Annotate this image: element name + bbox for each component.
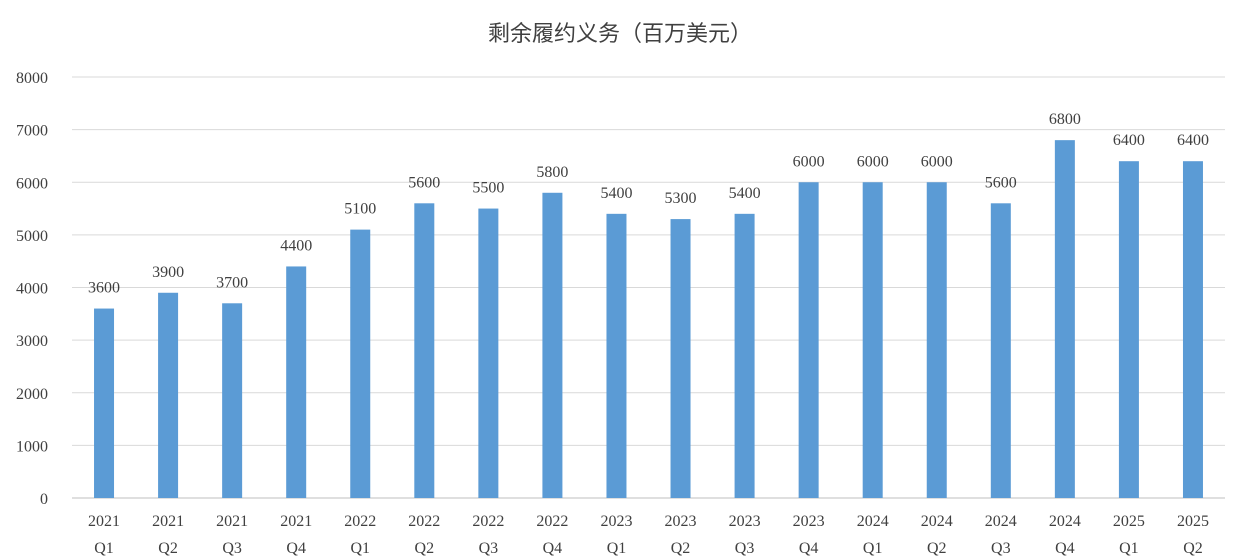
y-tick-label: 6000 xyxy=(16,175,48,192)
data-label: 6800 xyxy=(1049,111,1081,128)
bar xyxy=(350,229,371,499)
x-tick-quarter: Q2 xyxy=(671,540,691,557)
x-tick-year: 2024 xyxy=(921,513,953,530)
y-tick-label: 4000 xyxy=(16,281,48,298)
data-label: 5800 xyxy=(536,164,568,181)
bar xyxy=(1118,161,1139,498)
bars xyxy=(94,140,1203,499)
x-tick-quarter: Q2 xyxy=(1183,540,1203,557)
x-tick-year: 2024 xyxy=(985,513,1017,530)
data-label: 5300 xyxy=(665,190,697,207)
x-tick-year: 2021 xyxy=(280,513,312,530)
x-axis-ticks: 2021 Q1 2021 Q2 2021 Q3 2021 Q4 2022 Q1 2022 Q2 2022… xyxy=(88,513,1209,557)
bar xyxy=(1054,140,1075,498)
x-tick-quarter: Q1 xyxy=(607,540,627,557)
data-label: 6000 xyxy=(857,153,889,170)
data-label: 3700 xyxy=(216,274,248,291)
bar xyxy=(414,203,435,499)
x-tick-quarter: Q4 xyxy=(799,540,819,557)
data-label: 5500 xyxy=(472,180,504,197)
x-tick-quarter: Q3 xyxy=(479,540,499,557)
y-tick-label: 1000 xyxy=(16,438,48,455)
x-tick-quarter: Q2 xyxy=(415,540,435,557)
x-tick-quarter: Q2 xyxy=(158,540,178,557)
bar xyxy=(478,208,499,498)
x-tick-quarter: Q1 xyxy=(1119,540,1139,557)
x-tick-quarter: Q4 xyxy=(286,540,306,557)
data-label: 5400 xyxy=(729,185,761,202)
x-tick-quarter: Q1 xyxy=(863,540,883,557)
bar xyxy=(862,182,883,498)
x-tick-quarter: Q3 xyxy=(735,540,755,557)
bar xyxy=(798,182,819,498)
data-label: 5400 xyxy=(600,185,632,202)
chart-title: 剩余履约义务（百万美元） xyxy=(488,22,752,47)
x-tick-quarter: Q1 xyxy=(94,540,114,557)
bar xyxy=(94,308,115,498)
data-labels: 3600 3900 3700 4400 5100 5600 5500 5800 5400 5300… xyxy=(88,111,1209,296)
x-tick-quarter: Q3 xyxy=(991,540,1011,557)
y-tick-label: 2000 xyxy=(16,386,48,403)
bar xyxy=(670,219,691,498)
y-tick-label: 8000 xyxy=(16,70,48,87)
bar xyxy=(734,213,755,498)
gridlines xyxy=(72,76,1225,499)
x-tick-year: 2021 xyxy=(216,513,248,530)
y-tick-label: 7000 xyxy=(16,123,48,140)
bar xyxy=(926,182,947,498)
data-label: 3900 xyxy=(152,264,184,281)
x-tick-year: 2023 xyxy=(793,513,825,530)
x-tick-year: 2023 xyxy=(600,513,632,530)
data-label: 6000 xyxy=(921,153,953,170)
data-label: 3600 xyxy=(88,280,120,297)
y-tick-label: 0 xyxy=(40,491,48,508)
y-tick-label: 3000 xyxy=(16,333,48,350)
data-label: 4400 xyxy=(280,237,312,254)
bar xyxy=(542,192,563,498)
data-label: 6000 xyxy=(793,153,825,170)
x-tick-year: 2021 xyxy=(152,513,184,530)
x-tick-year: 2024 xyxy=(857,513,889,530)
x-tick-quarter: Q1 xyxy=(350,540,370,557)
x-tick-year: 2024 xyxy=(1049,513,1081,530)
x-tick-year: 2022 xyxy=(344,513,376,530)
bar xyxy=(606,213,627,498)
y-axis-ticks: 0 1000 2000 3000 4000 5000 6000 7000 8000 xyxy=(16,70,48,508)
bar xyxy=(1182,161,1203,498)
data-label: 5600 xyxy=(408,174,440,191)
x-tick-quarter: Q4 xyxy=(543,540,563,557)
x-tick-quarter: Q3 xyxy=(222,540,242,557)
x-tick-year: 2022 xyxy=(408,513,440,530)
x-tick-year: 2021 xyxy=(88,513,120,530)
x-tick-quarter: Q4 xyxy=(1055,540,1075,557)
x-tick-year: 2022 xyxy=(472,513,504,530)
x-tick-quarter: Q2 xyxy=(927,540,947,557)
data-label: 6400 xyxy=(1177,132,1209,149)
data-label: 5100 xyxy=(344,201,376,218)
data-label: 5600 xyxy=(985,174,1017,191)
x-tick-year: 2022 xyxy=(536,513,568,530)
bar xyxy=(158,292,179,498)
y-tick-label: 5000 xyxy=(16,228,48,245)
x-tick-year: 2023 xyxy=(665,513,697,530)
x-tick-year: 2025 xyxy=(1113,513,1145,530)
data-label: 6400 xyxy=(1113,132,1145,149)
bar xyxy=(990,203,1011,499)
bar xyxy=(222,303,243,498)
x-tick-year: 2025 xyxy=(1177,513,1209,530)
bar xyxy=(286,266,307,498)
x-tick-year: 2023 xyxy=(729,513,761,530)
